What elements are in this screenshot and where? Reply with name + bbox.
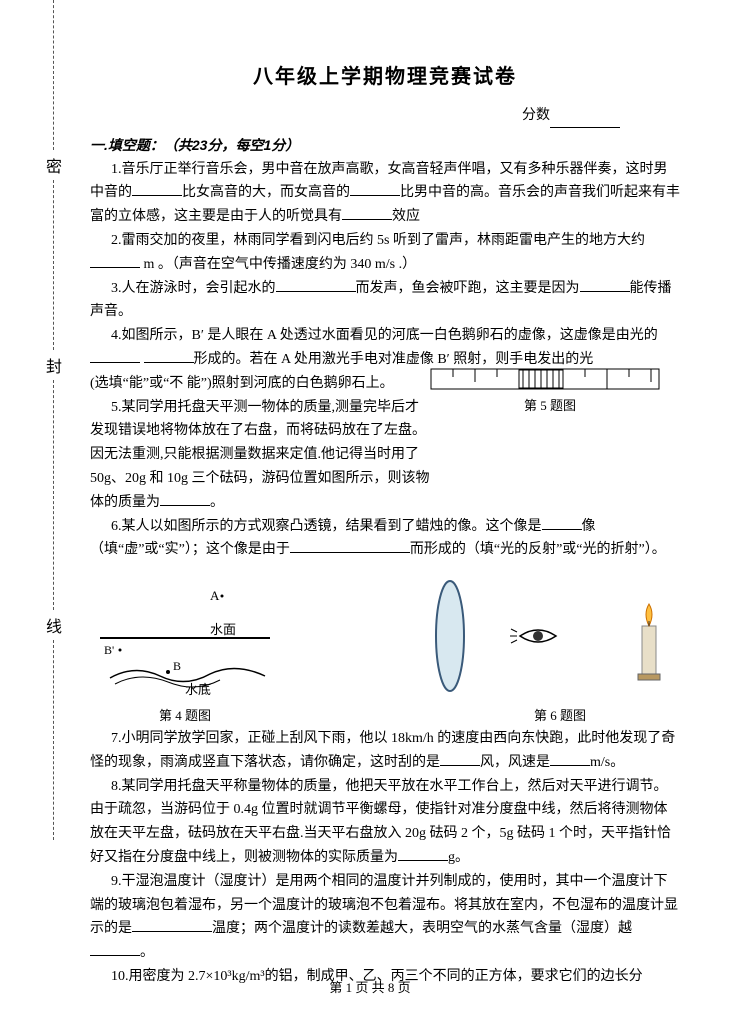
exam-title: 八年级上学期物理竞赛试卷 (90, 60, 680, 94)
score-line: 分数 (90, 104, 680, 128)
q2-cont: m 。（声音在空气中传播速度约为 340 m/s .） (90, 253, 680, 277)
section-1-head: 一.填空题：（共23分，每空1分） (90, 134, 680, 158)
q8: 8.某同学用托盘天平称量物体的质量，他把天平放在水平工作台上，然后对天平进行调节… (90, 775, 680, 870)
q7: 7.小明同学放学回家，正碰上刮风下雨，他以 18km/h 的速度由西向东快跑，此… (90, 727, 680, 775)
q4: 4.如图所示，B′ 是人眼在 A 处透过水面看见的河底一白色鹅卵石的虚像，这虚像… (90, 324, 680, 372)
q2: 2.雷雨交加的夜里，林雨同学看到闪电后约 5s 听到了雷声，林雨距雷电产生的地方… (90, 229, 680, 253)
fig4-caption: 第 4 题图 (90, 705, 280, 727)
score-label: 分数 (522, 108, 550, 123)
fig4-label-water: 水面 (210, 622, 236, 637)
fig6-caption: 第 6 题图 (360, 705, 680, 727)
fig4-label-bottom: 水底 (185, 682, 211, 696)
q3: 3.人在游泳时，会引起水的而发声，鱼会被吓跑，这主要是因为能传播声音。 (90, 277, 680, 325)
fig4-label-bp: B' (104, 643, 114, 657)
figure-5: 第 5 题图 (430, 368, 670, 414)
margin-char-feng: 封 (44, 353, 64, 377)
figure-4: A 水面 B' B 水底 第 4 题图 (90, 586, 280, 727)
binding-margin: 密 封 线 (44, 0, 64, 1016)
figure-4-svg: A 水面 B' B 水底 (90, 586, 280, 696)
margin-char-xian: 线 (44, 613, 64, 637)
page-content: 八年级上学期物理竞赛试卷 分数 一.填空题：（共23分，每空1分） 1.音乐厅正… (0, 0, 740, 1009)
figures-row: A 水面 B' B 水底 第 4 题图 (90, 566, 680, 727)
figure-6: 第 6 题图 (360, 566, 680, 727)
fig5-caption: 第 5 题图 (430, 395, 670, 414)
q9: 9.干湿泡温度计（湿度计）是用两个相同的温度计并列制成的，使用时，其中一个温度计… (90, 870, 680, 965)
q6: 6.某人以如图所示的方式观察凸透镜，结果看到了蜡烛的像。这个像是像（填“虚”或“… (90, 515, 680, 563)
fig4-label-b: B (173, 659, 181, 673)
q1: 1.音乐厅正举行音乐会，男中音在放声高歌，女高音轻声伴唱，又有多种乐器伴奏，这时… (90, 158, 680, 229)
ruler-svg (430, 368, 660, 390)
margin-char-mi: 密 (44, 153, 64, 177)
figure-6-svg (360, 566, 680, 696)
fig4-label-a: A (210, 588, 220, 603)
page-footer: 第 1 页 共 8 页 (0, 977, 740, 996)
